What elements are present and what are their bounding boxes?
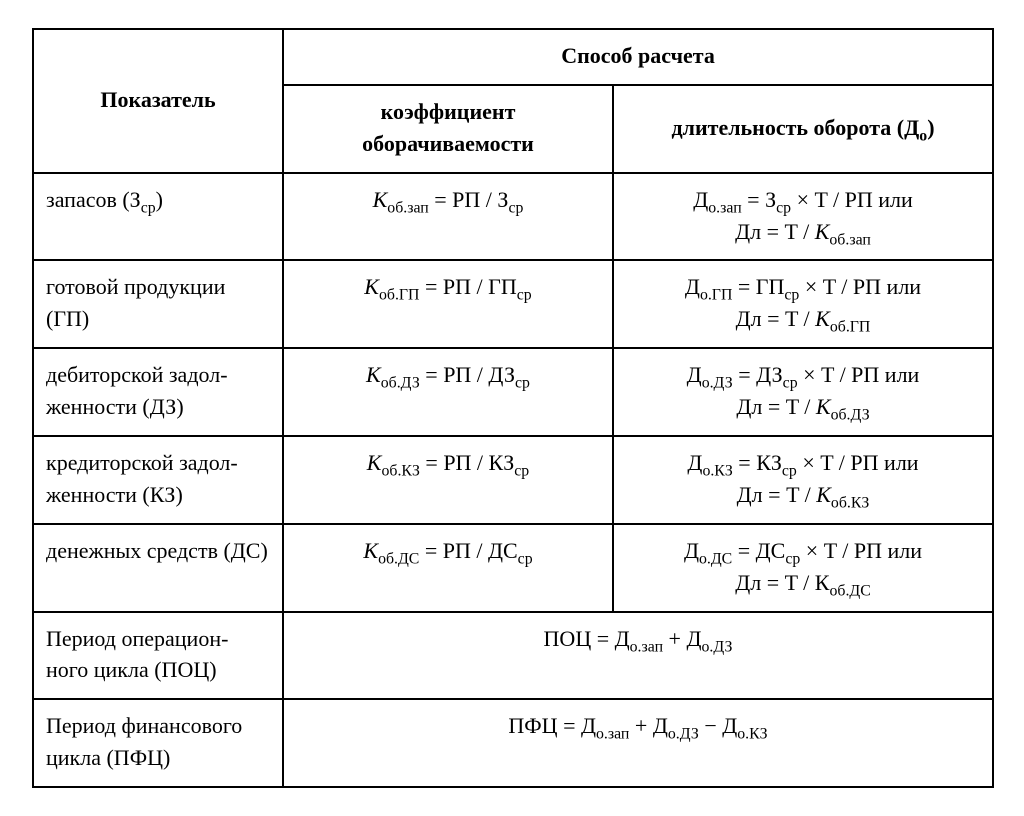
merged-formula-cell: ПОЦ = До.зап + До.ДЗ <box>283 612 993 700</box>
table-row: дебиторской задол-женности (ДЗ) Kоб.ДЗ =… <box>33 348 993 436</box>
table-row: кредиторской задол-женности (КЗ) Kоб.КЗ … <box>33 436 993 524</box>
coeff-cell: Kоб.ДС = РП / ДСср <box>283 524 613 612</box>
duration-cell: До.ДЗ = ДЗср × T / РП илиДл = T / Kоб.ДЗ <box>613 348 993 436</box>
indicator-cell: кредиторской задол-женности (КЗ) <box>33 436 283 524</box>
subheader-coeff: коэффициент оборачиваемости <box>283 85 613 173</box>
subheader-duration: длительность оборота (До) <box>613 85 993 173</box>
duration-cell: До.зап = Зср × T / РП илиДл = T / Kоб.за… <box>613 173 993 261</box>
table-row: Период операцион-ного цикла (ПОЦ) ПОЦ = … <box>33 612 993 700</box>
coeff-cell: Kоб.ДЗ = РП / ДЗср <box>283 348 613 436</box>
indicator-cell: готовой продукции (ГП) <box>33 260 283 348</box>
table-row: запасов (Зср) Kоб.зап = РП / Зср До.зап … <box>33 173 993 261</box>
indicator-cell: дебиторской задол-женности (ДЗ) <box>33 348 283 436</box>
coeff-cell: Kоб.КЗ = РП / КЗср <box>283 436 613 524</box>
coeff-cell: Kоб.ГП = РП / ГПср <box>283 260 613 348</box>
table-row: готовой продукции (ГП) Kоб.ГП = РП / ГПс… <box>33 260 993 348</box>
indicator-cell: запасов (Зср) <box>33 173 283 261</box>
merged-formula-cell: ПФЦ = До.зап + До.ДЗ − До.КЗ <box>283 699 993 787</box>
duration-cell: До.ГП = ГПср × T / РП илиДл = T / Kоб.ГП <box>613 260 993 348</box>
coeff-cell: Kоб.зап = РП / Зср <box>283 173 613 261</box>
turnover-formula-table: Показатель Способ расчета коэффициент об… <box>32 28 994 788</box>
header-indicator: Показатель <box>33 29 283 173</box>
indicator-cell: Период финансового цикла (ПФЦ) <box>33 699 283 787</box>
duration-cell: До.КЗ = КЗср × T / РП илиДл = T / Kоб.КЗ <box>613 436 993 524</box>
indicator-cell: денежных средств (ДС) <box>33 524 283 612</box>
table-row: Период финансового цикла (ПФЦ) ПФЦ = До.… <box>33 699 993 787</box>
header-method: Способ расчета <box>283 29 993 85</box>
duration-cell: До.ДС = ДСср × T / РП илиДл = T / Коб.ДС <box>613 524 993 612</box>
indicator-cell: Период операцион-ного цикла (ПОЦ) <box>33 612 283 700</box>
table-row: денежных средств (ДС) Kоб.ДС = РП / ДСср… <box>33 524 993 612</box>
